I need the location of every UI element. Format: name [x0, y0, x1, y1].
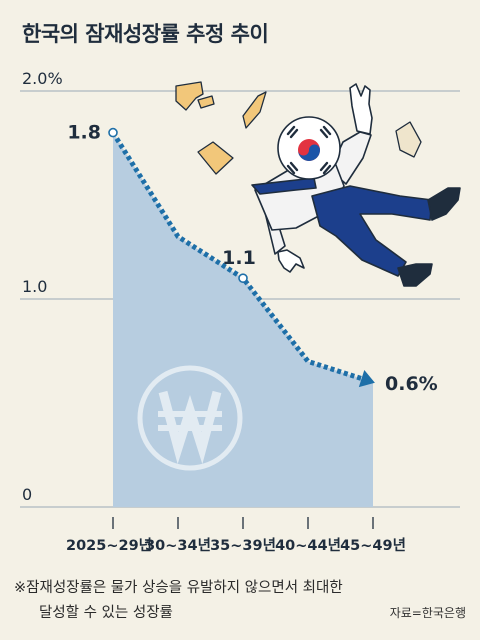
- falling-papers-icon: [175, 81, 422, 175]
- y-tick-label: 0: [22, 485, 32, 504]
- y-tick-label: 2.0%: [22, 69, 63, 88]
- data-label: 1.1: [222, 247, 256, 269]
- data-point: [238, 273, 248, 284]
- chart-title: 한국의 잠재성장률 추정 추이: [22, 22, 269, 46]
- footnote-line-2: 달성할 수 있는 성장률: [39, 605, 173, 621]
- falling-man-illustration-icon: [251, 83, 461, 287]
- source-note: 자료=한국은행: [389, 606, 466, 620]
- x-tick-label: 45~49년: [340, 537, 406, 554]
- x-tick-label: 35~39년: [210, 537, 276, 554]
- arrowhead: [358, 369, 375, 388]
- data-label: 1.8: [67, 122, 101, 144]
- y-tick-label: 1.0: [22, 277, 47, 296]
- data-label: 0.6%: [385, 373, 438, 395]
- x-tick-label: 40~44년: [275, 537, 341, 554]
- won-watermark-icon: [137, 365, 243, 471]
- x-tick-label: 2025~29년: [66, 537, 152, 554]
- chart: 0 1.0 2.0%: [20, 69, 461, 554]
- y-axis-ticks: 0 1.0 2.0%: [22, 69, 63, 504]
- footnote: ※잠재성장률은 물가 상승을 유발하지 않으면서 최대한 달성할 수 있는 성장…: [14, 576, 343, 626]
- x-tick-label: 30~34년: [145, 537, 211, 554]
- data-point: [108, 127, 118, 138]
- footnote-line-1: ※잠재성장률은 물가 상승을 유발하지 않으면서 최대한: [14, 580, 343, 596]
